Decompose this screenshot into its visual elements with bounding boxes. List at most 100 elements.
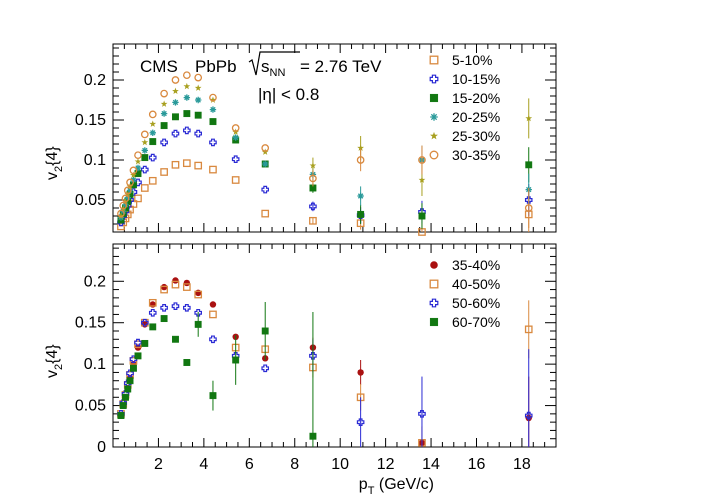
data-point	[183, 279, 191, 287]
data-point	[261, 144, 270, 152]
data-point	[141, 147, 149, 154]
legend-marker	[429, 93, 439, 103]
data-point	[141, 154, 149, 162]
data-point	[126, 187, 134, 194]
legend-label: 40-50%	[452, 276, 500, 292]
data-point	[172, 113, 179, 121]
legend-entry: 35-40%	[430, 257, 500, 273]
legend-marker	[430, 261, 438, 269]
legend-label: 10-15%	[452, 71, 500, 87]
data-point	[232, 134, 239, 141]
legend-entry: 20-25%	[430, 109, 500, 125]
data-point	[209, 93, 217, 102]
top-panel-y-axis-label: v2{4}	[44, 146, 65, 180]
bottom-panel: 0 0.05 0.1 0.15 0.2 v2{4} 35-40% 40-50% 50-60%…	[44, 243, 557, 456]
data-point	[117, 212, 125, 219]
data-point	[418, 156, 426, 164]
data-point	[357, 192, 364, 200]
energy-symbol: sNN	[261, 57, 285, 79]
x-tick-label: 8	[290, 456, 299, 473]
bottom-panel-data	[117, 277, 533, 447]
y-tick-label: 0	[97, 439, 106, 456]
data-point	[160, 285, 168, 294]
data-point	[209, 118, 217, 126]
data-point	[117, 209, 125, 218]
y-tick-label: 0.15	[75, 315, 106, 332]
x-tick-label: 6	[245, 456, 254, 473]
data-point	[524, 325, 533, 334]
data-point	[357, 144, 364, 151]
data-point	[194, 289, 202, 297]
data-point	[309, 432, 317, 440]
data-point	[160, 122, 168, 130]
legend-label: 20-25%	[452, 109, 500, 125]
x-tick-label: 10	[331, 456, 349, 473]
data-point	[209, 165, 217, 174]
data-point	[160, 283, 168, 291]
legend-marker	[429, 317, 439, 327]
legend-entry: 10-15%	[429, 71, 500, 87]
x-tick-label: 18	[513, 456, 531, 473]
top-panel-data	[117, 71, 533, 236]
data-point	[209, 392, 217, 400]
data-point	[209, 138, 217, 147]
bottom-panel-ticks: 0 0.05 0.1 0.15 0.2	[75, 244, 556, 456]
bottom-panel-frame	[112, 243, 557, 448]
y-tick-label: 0.1	[84, 356, 106, 373]
data-point	[309, 162, 317, 169]
legend-entry: 5-10%	[429, 52, 492, 68]
legend-entry: 40-50%	[429, 276, 500, 292]
data-point	[134, 170, 142, 178]
data-point	[129, 364, 137, 372]
y-tick-label: 0.15	[75, 112, 106, 129]
data-point	[149, 138, 157, 146]
data-point	[357, 369, 364, 376]
data-point	[124, 194, 131, 201]
data-point	[183, 110, 191, 118]
legend-entry: 30-35%	[429, 147, 500, 163]
y-tick-label: 0.1	[84, 152, 106, 169]
data-point	[130, 171, 137, 179]
data-point	[148, 176, 157, 185]
data-point	[129, 166, 138, 175]
data-point	[148, 308, 157, 317]
data-point	[171, 280, 180, 289]
data-point	[357, 210, 365, 218]
data-point	[172, 87, 179, 95]
data-point	[141, 165, 149, 174]
data-point	[172, 277, 179, 284]
y-tick-label: 0.05	[75, 398, 106, 415]
legend-label: 25-30%	[452, 128, 500, 144]
data-point	[126, 369, 134, 378]
data-point	[122, 201, 129, 208]
y-tick-label: 0.2	[84, 273, 106, 290]
legend-marker	[430, 131, 438, 140]
data-point	[209, 96, 217, 103]
data-point	[148, 153, 157, 162]
data-point	[160, 138, 168, 147]
data-point	[172, 335, 179, 343]
data-point	[134, 352, 142, 360]
data-point	[172, 99, 179, 106]
data-point	[194, 111, 202, 119]
data-point	[261, 364, 270, 373]
data-point	[194, 290, 203, 299]
data-point	[141, 138, 149, 146]
data-point	[149, 120, 157, 127]
data-point	[194, 308, 202, 317]
sqrt-sign-icon	[248, 51, 300, 76]
eta-cut-label: |η| < 0.8	[258, 85, 319, 104]
legend-label: 60-70%	[452, 314, 500, 330]
data-point	[160, 110, 168, 117]
x-tick-label: 14	[422, 456, 440, 473]
data-point	[261, 327, 269, 335]
data-point	[356, 418, 365, 426]
data-point	[209, 310, 217, 319]
data-point	[130, 176, 137, 184]
data-point	[121, 194, 130, 203]
data-point	[194, 84, 202, 91]
data-point	[231, 176, 240, 184]
data-point	[160, 100, 168, 107]
data-point	[123, 186, 132, 195]
data-point	[209, 106, 217, 113]
